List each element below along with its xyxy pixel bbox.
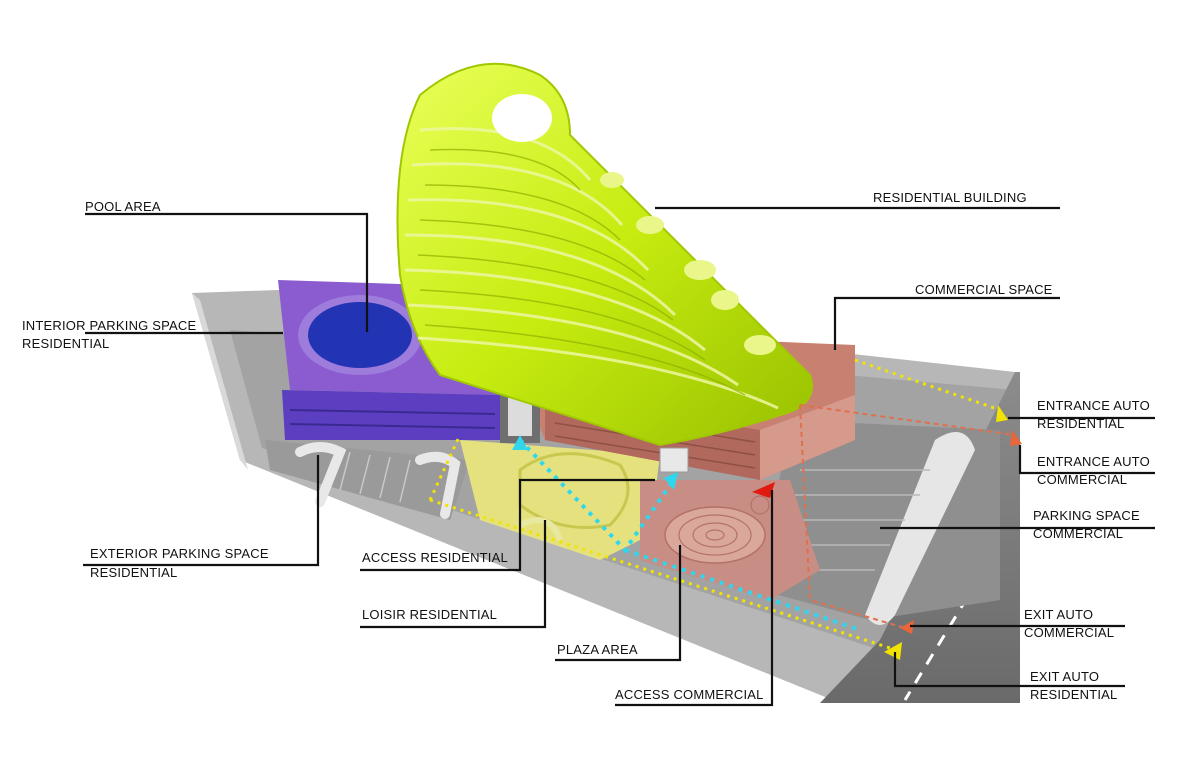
exit-commercial-arrow — [900, 620, 914, 634]
commercial-route — [799, 404, 1016, 629]
label-access-residential: ACCESS RESIDENTIAL — [362, 550, 508, 565]
exit-residential-arrow — [884, 642, 902, 660]
label-access-commercial: ACCESS COMMERCIAL — [615, 687, 764, 702]
label-interior-parking-line1: INTERIOR PARKING SPACE — [22, 318, 197, 333]
access-arrow-heads — [512, 435, 678, 490]
entrance-residential-arrow — [996, 405, 1008, 422]
label-exterior-parking-line2: RESIDENTIAL — [90, 565, 178, 580]
label-interior-parking-line2: RESIDENTIAL — [22, 336, 110, 351]
label-entrance-auto-commercial-line2: COMMERCIAL — [1037, 472, 1128, 487]
label-parking-space-commercial-line1: PARKING SPACE — [1033, 508, 1140, 523]
label-pool-area: POOL AREA — [85, 199, 161, 214]
commercial-access-arrow — [752, 482, 775, 498]
label-residential-building: RESIDENTIAL BUILDING — [873, 190, 1027, 205]
label-entrance-auto-residential-line2: RESIDENTIAL — [1037, 416, 1125, 431]
label-plaza-area: PLAZA AREA — [557, 642, 638, 657]
label-parking-space-commercial-line2: COMMERCIAL — [1033, 526, 1124, 541]
label-commercial-space: COMMERCIAL SPACE — [915, 282, 1053, 297]
label-exterior-parking-line1: EXTERIOR PARKING SPACE — [90, 546, 269, 561]
label-loisir-residential: LOISIR RESIDENTIAL — [362, 607, 498, 622]
residential-route — [428, 358, 1001, 650]
label-entrance-auto-residential-line1: ENTRANCE AUTO — [1037, 398, 1150, 413]
exterior-parking — [265, 440, 470, 520]
access-route — [518, 438, 861, 632]
label-exit-auto-residential-line2: RESIDENTIAL — [1030, 687, 1118, 702]
leader-lines — [83, 206, 1155, 707]
label-exit-auto-residential-line1: EXIT AUTO — [1030, 669, 1100, 684]
label-entrance-auto-commercial-line1: ENTRANCE AUTO — [1037, 454, 1150, 469]
label-exit-auto-commercial-line1: EXIT AUTO — [1024, 607, 1094, 622]
label-exit-auto-commercial-line2: COMMERCIAL — [1024, 625, 1115, 640]
entrance-commercial-arrow — [1010, 430, 1022, 446]
residential-tower — [396, 62, 813, 447]
